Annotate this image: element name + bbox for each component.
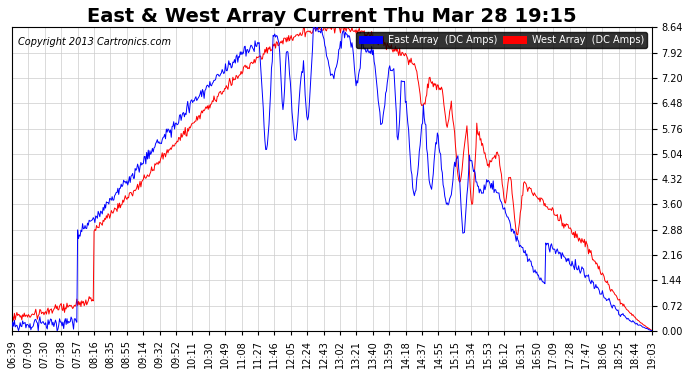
Legend: East Array  (DC Amps), West Array  (DC Amps): East Array (DC Amps), West Array (DC Amp… (356, 32, 647, 48)
Text: Copyright 2013 Cartronics.com: Copyright 2013 Cartronics.com (19, 37, 171, 46)
Title: East & West Array Current Thu Mar 28 19:15: East & West Array Current Thu Mar 28 19:… (87, 7, 577, 26)
